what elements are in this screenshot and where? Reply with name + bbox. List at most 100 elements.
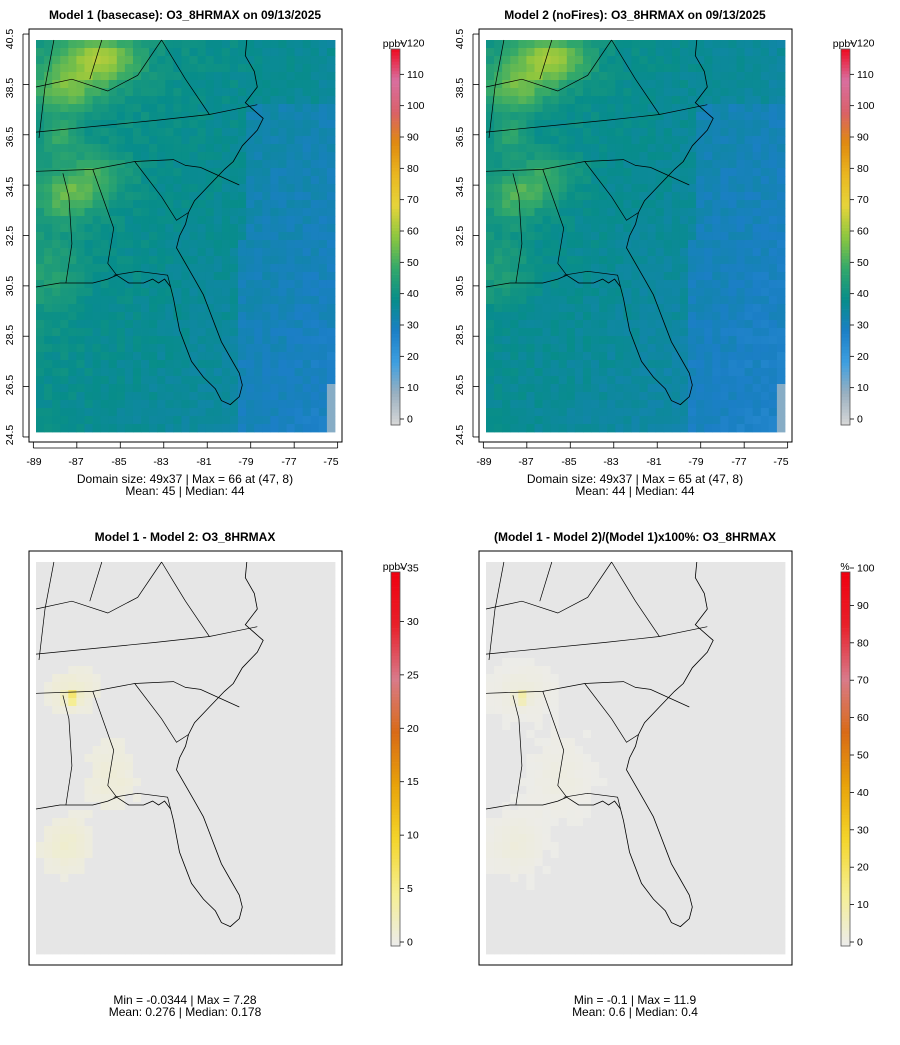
- grid-cell: [108, 216, 118, 225]
- grid-cell: [671, 96, 681, 105]
- panel-model2-y-axis: 24.5 26.5 28.5 30.5 32.5 34.5 36.5 38.5 …: [454, 29, 479, 446]
- grid-cell: [108, 144, 118, 153]
- grid-cell: [124, 56, 134, 65]
- grid-cell: [92, 634, 102, 643]
- grid-cell: [60, 344, 69, 353]
- grid-cell: [246, 714, 255, 723]
- colorbar-segment: [391, 233, 400, 238]
- grid-cell: [246, 88, 255, 97]
- grid-cell: [647, 176, 657, 185]
- grid-cell: [262, 360, 271, 369]
- grid-cell: [623, 184, 632, 193]
- grid-cell: [36, 714, 45, 723]
- grid-cell: [671, 312, 681, 321]
- grid-cell: [246, 762, 255, 771]
- grid-cell: [189, 682, 199, 691]
- grid-cell: [768, 184, 778, 193]
- grid-cell: [760, 56, 770, 65]
- grid-cell: [623, 128, 632, 137]
- grid-cell: [76, 594, 85, 603]
- grid-cell: [60, 232, 69, 241]
- grid-cell: [254, 80, 263, 89]
- grid-cell: [205, 224, 215, 233]
- grid-cell: [582, 40, 592, 49]
- grid-cell: [591, 240, 600, 249]
- grid-cell: [84, 674, 93, 683]
- grid-cell: [165, 658, 174, 667]
- grid-cell: [141, 320, 150, 329]
- grid-cell: [326, 72, 336, 81]
- grid-cell: [768, 136, 778, 145]
- grid-cell: [615, 112, 624, 121]
- grid-cell: [286, 400, 295, 409]
- y-tick-label: 24.5: [454, 425, 466, 446]
- grid-cell: [760, 400, 770, 409]
- grid-cell: [44, 264, 53, 273]
- grid-cell: [518, 96, 527, 105]
- grid-cell: [550, 184, 560, 193]
- grid-cell: [149, 144, 158, 153]
- grid-cell: [679, 280, 689, 289]
- colorbar-segment: [391, 168, 400, 172]
- grid-cell: [615, 96, 624, 105]
- grid-cell: [278, 264, 287, 273]
- grid-cell: [720, 288, 729, 297]
- grid-cell: [141, 666, 150, 675]
- grid-cell: [141, 96, 150, 105]
- grid-cell: [52, 160, 61, 169]
- grid-cell: [229, 280, 239, 289]
- grid-cell: [270, 400, 279, 409]
- grid-cell: [60, 328, 69, 337]
- colorbar-segment: [841, 114, 850, 119]
- grid-cell: [173, 730, 182, 739]
- grid-cell: [254, 240, 263, 249]
- colorbar-segment: [391, 215, 400, 219]
- grid-cell: [278, 168, 287, 177]
- grid-cell: [132, 200, 142, 209]
- grid-cell: [736, 224, 745, 233]
- grid-cell: [278, 658, 287, 667]
- grid-cell: [776, 184, 786, 193]
- grid-cell: [736, 72, 745, 81]
- grid-cell: [157, 562, 166, 571]
- grid-cell: [124, 642, 134, 651]
- grid-cell: [141, 144, 150, 153]
- grid-cell: [318, 312, 328, 321]
- grid-cell: [752, 320, 762, 329]
- grid-cell: [92, 762, 102, 771]
- colorbar-segment: [841, 302, 850, 307]
- grid-cell: [262, 424, 271, 433]
- grid-cell: [205, 618, 215, 627]
- grid-cell: [776, 136, 786, 145]
- grid-cell: [712, 392, 721, 401]
- grid-cell: [270, 698, 279, 707]
- grid-cell: [100, 48, 110, 57]
- grid-cell: [205, 706, 215, 715]
- grid-cell: [518, 40, 527, 49]
- grid-cell: [736, 192, 745, 201]
- grid-cell: [647, 160, 657, 169]
- x-tick-label: -87: [68, 456, 83, 468]
- grid-cell: [752, 136, 762, 145]
- grid-cell: [526, 280, 535, 289]
- grid-cell: [60, 272, 69, 281]
- grid-cell: [149, 288, 158, 297]
- grid-cell: [36, 88, 45, 97]
- grid-cell: [84, 594, 93, 603]
- grid-cell: [92, 240, 102, 249]
- grid-cell: [736, 120, 745, 129]
- grid-cell: [262, 160, 271, 169]
- grid-cell: [518, 192, 527, 201]
- grid-cell: [607, 208, 616, 217]
- grid-cell: [768, 296, 778, 305]
- grid-cell: [254, 216, 263, 225]
- grid-cell: [550, 144, 560, 153]
- grid-cell: [760, 376, 770, 385]
- grid-cell: [189, 288, 199, 297]
- grid-cell: [60, 160, 69, 169]
- grid-cell: [197, 642, 207, 651]
- grid-cell: [607, 176, 616, 185]
- grid-cell: [696, 344, 705, 353]
- grid-cell: [60, 754, 69, 763]
- grid-cell: [542, 376, 552, 385]
